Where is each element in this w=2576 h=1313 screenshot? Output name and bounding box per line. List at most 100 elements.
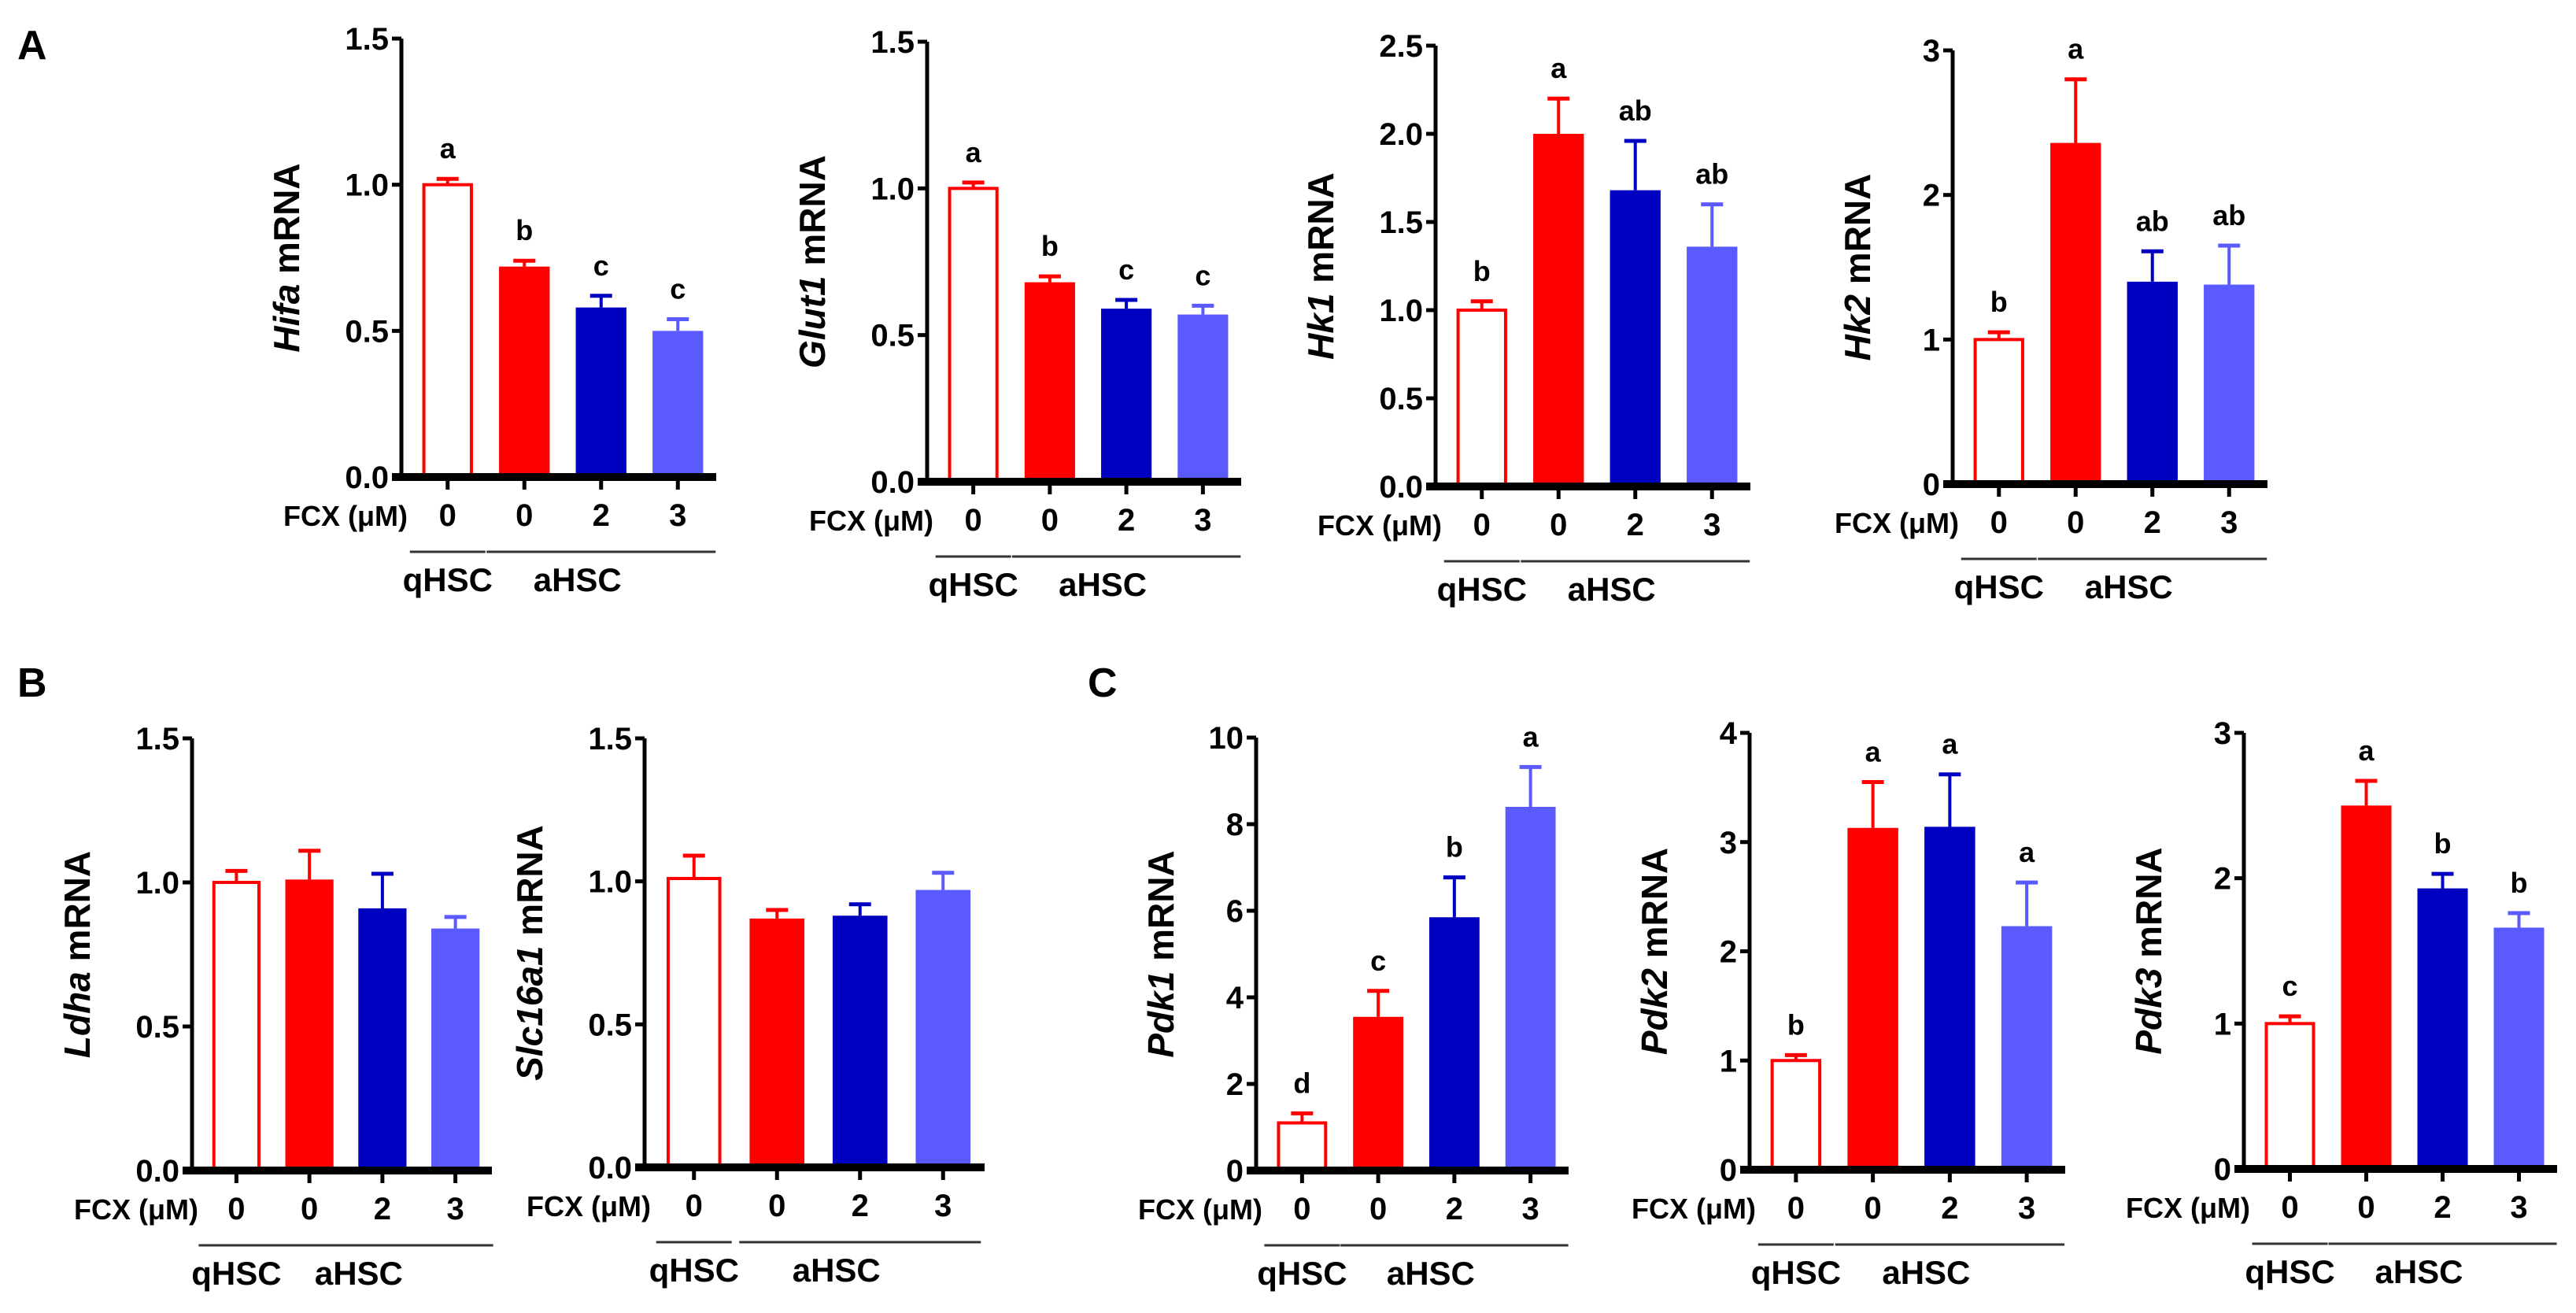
x-tick-label: 0 [768, 1189, 785, 1223]
x-tick-label: 3 [2018, 1191, 2035, 1226]
y-tick-label: 3 [2214, 716, 2231, 751]
bar [1973, 338, 2024, 486]
x-tick-label: 0 [1550, 508, 1567, 542]
significance-letter: b [2511, 867, 2528, 899]
x-tick-label: 0 [1990, 505, 2008, 540]
x-tick-label: 2 [1627, 508, 1644, 542]
significance-letter: ab [2212, 199, 2245, 231]
x-tick-label: 0 [965, 503, 982, 538]
group-label-ahsc: aHSC [315, 1255, 403, 1292]
gene-name: Glut1 [792, 276, 833, 368]
x-tick-label: 3 [1703, 508, 1720, 542]
panel-label-b: B [17, 660, 47, 706]
x-tick-label: 3 [934, 1189, 952, 1223]
bar [652, 331, 704, 477]
y-tick-label: 2.0 [1379, 117, 1423, 152]
significance-letter: a [1865, 735, 1882, 767]
bar [2204, 284, 2255, 484]
y-tick-label: 0.5 [135, 1010, 179, 1045]
y-axis-label: Hk1 mRNA [1300, 172, 1341, 360]
significance-letter: c [1370, 945, 1386, 977]
panel-label-a: A [17, 23, 47, 68]
x-tick-label: 2 [1118, 503, 1135, 538]
y-tick-label: 0.5 [588, 1008, 632, 1042]
y-tick-label: 0 [2214, 1152, 2231, 1187]
group-label-ahsc: aHSC [1882, 1254, 1970, 1291]
y-tick-label: 3 [1720, 826, 1737, 860]
x-axis-name: FCX (μM) [74, 1193, 198, 1226]
y-tick-label: 1.0 [1379, 294, 1423, 328]
y-tick-label: 1 [2214, 1007, 2231, 1041]
x-tick-label: 0 [301, 1192, 318, 1226]
ylabel-suffix: mRNA [1634, 848, 1675, 968]
bar [1687, 246, 1738, 486]
gene-name: Pdk2 [1634, 968, 1675, 1055]
group-label-ahsc: aHSC [2375, 1253, 2463, 1290]
x-tick-label: 2 [2434, 1190, 2451, 1225]
chart-pdk1: d 0 c 0 b 2 a 3 0 2 4 6 8 10 Pdk1 mRNA FCX (μM) qHSC aHSC [1138, 720, 1569, 1292]
gene-name: Pdk3 [2128, 967, 2169, 1054]
gene-name: Hifa [266, 284, 307, 353]
ylabel-suffix: mRNA [1837, 174, 1878, 294]
y-tick-label: 4 [1720, 716, 1738, 751]
significance-letter: c [1118, 253, 1134, 286]
x-tick-label: 0 [1293, 1192, 1310, 1226]
y-tick-label: 0.5 [345, 314, 389, 349]
y-tick-label: 1.5 [135, 722, 179, 756]
x-tick-label: 0 [1787, 1191, 1805, 1226]
group-label-ahsc: aHSC [1568, 571, 1656, 608]
ylabel-suffix: mRNA [266, 163, 307, 283]
bar [212, 881, 261, 1172]
gene-name: Hk2 [1837, 294, 1878, 361]
x-tick-label: 0 [2067, 505, 2084, 540]
ylabel-suffix: mRNA [57, 851, 98, 971]
bar [1353, 1016, 1404, 1171]
bar [422, 183, 473, 479]
significance-letter: b [1446, 831, 1463, 864]
significance-letter: ab [1619, 94, 1652, 127]
y-tick-label: 4 [1226, 981, 1244, 1015]
x-axis-name: FCX (μM) [283, 500, 408, 532]
y-tick-label: 0.0 [135, 1154, 179, 1189]
panel-label-c: C [1088, 660, 1118, 706]
y-axis-label: Pdk3 mRNA [2128, 847, 2169, 1054]
ylabel-suffix: mRNA [792, 155, 833, 276]
y-tick-label: 1 [1720, 1044, 1737, 1078]
x-tick-label: 3 [669, 498, 686, 533]
bar [1024, 282, 1075, 482]
bar [2001, 926, 2053, 1170]
x-axis-name: FCX (μM) [1138, 1193, 1262, 1226]
ylabel-suffix: mRNA [509, 825, 550, 945]
y-axis-label: Hk2 mRNA [1837, 174, 1878, 361]
bar [1610, 190, 1661, 486]
bar [1847, 827, 1898, 1170]
gene-name: Slc16a1 [509, 945, 550, 1080]
gene-name: Hk1 [1300, 293, 1341, 359]
y-tick-label: 0.0 [588, 1151, 632, 1185]
gene-name: Pdk1 [1140, 971, 1181, 1058]
significance-letter: b [516, 214, 533, 246]
bar [2417, 888, 2468, 1169]
chart-slc16a1: 0 0 2 3 0.0 0.5 1.0 1.5 Slc16a1 mRNA FCX (μM) qHSC… [509, 722, 985, 1289]
group-label-qhsc: qHSC [1751, 1254, 1841, 1291]
y-tick-label: 2 [1720, 935, 1737, 970]
bar [1533, 134, 1584, 486]
bar [499, 266, 550, 477]
ylabel-suffix: mRNA [1140, 850, 1181, 971]
x-tick-label: 0 [516, 498, 533, 533]
y-axis-label: Ldha mRNA [57, 851, 98, 1058]
group-label-qhsc: qHSC [1257, 1255, 1347, 1292]
y-tick-label: 1.0 [588, 865, 632, 900]
bar [666, 877, 722, 1169]
y-tick-label: 1.5 [870, 25, 915, 60]
x-tick-label: 3 [2220, 505, 2238, 540]
y-tick-label: 2.5 [1379, 29, 1423, 64]
y-tick-label: 8 [1226, 808, 1244, 842]
y-tick-label: 0 [1720, 1153, 1737, 1188]
significance-letter: ab [1695, 158, 1728, 190]
y-tick-label: 10 [1209, 721, 1244, 756]
chart-ldha: 0 0 2 3 0.0 0.5 1.0 1.5 Ldha mRNA FCX (μM) qHSC aHS… [57, 722, 493, 1292]
group-label-ahsc: aHSC [1059, 566, 1147, 603]
group-label-ahsc: aHSC [2085, 568, 2173, 605]
